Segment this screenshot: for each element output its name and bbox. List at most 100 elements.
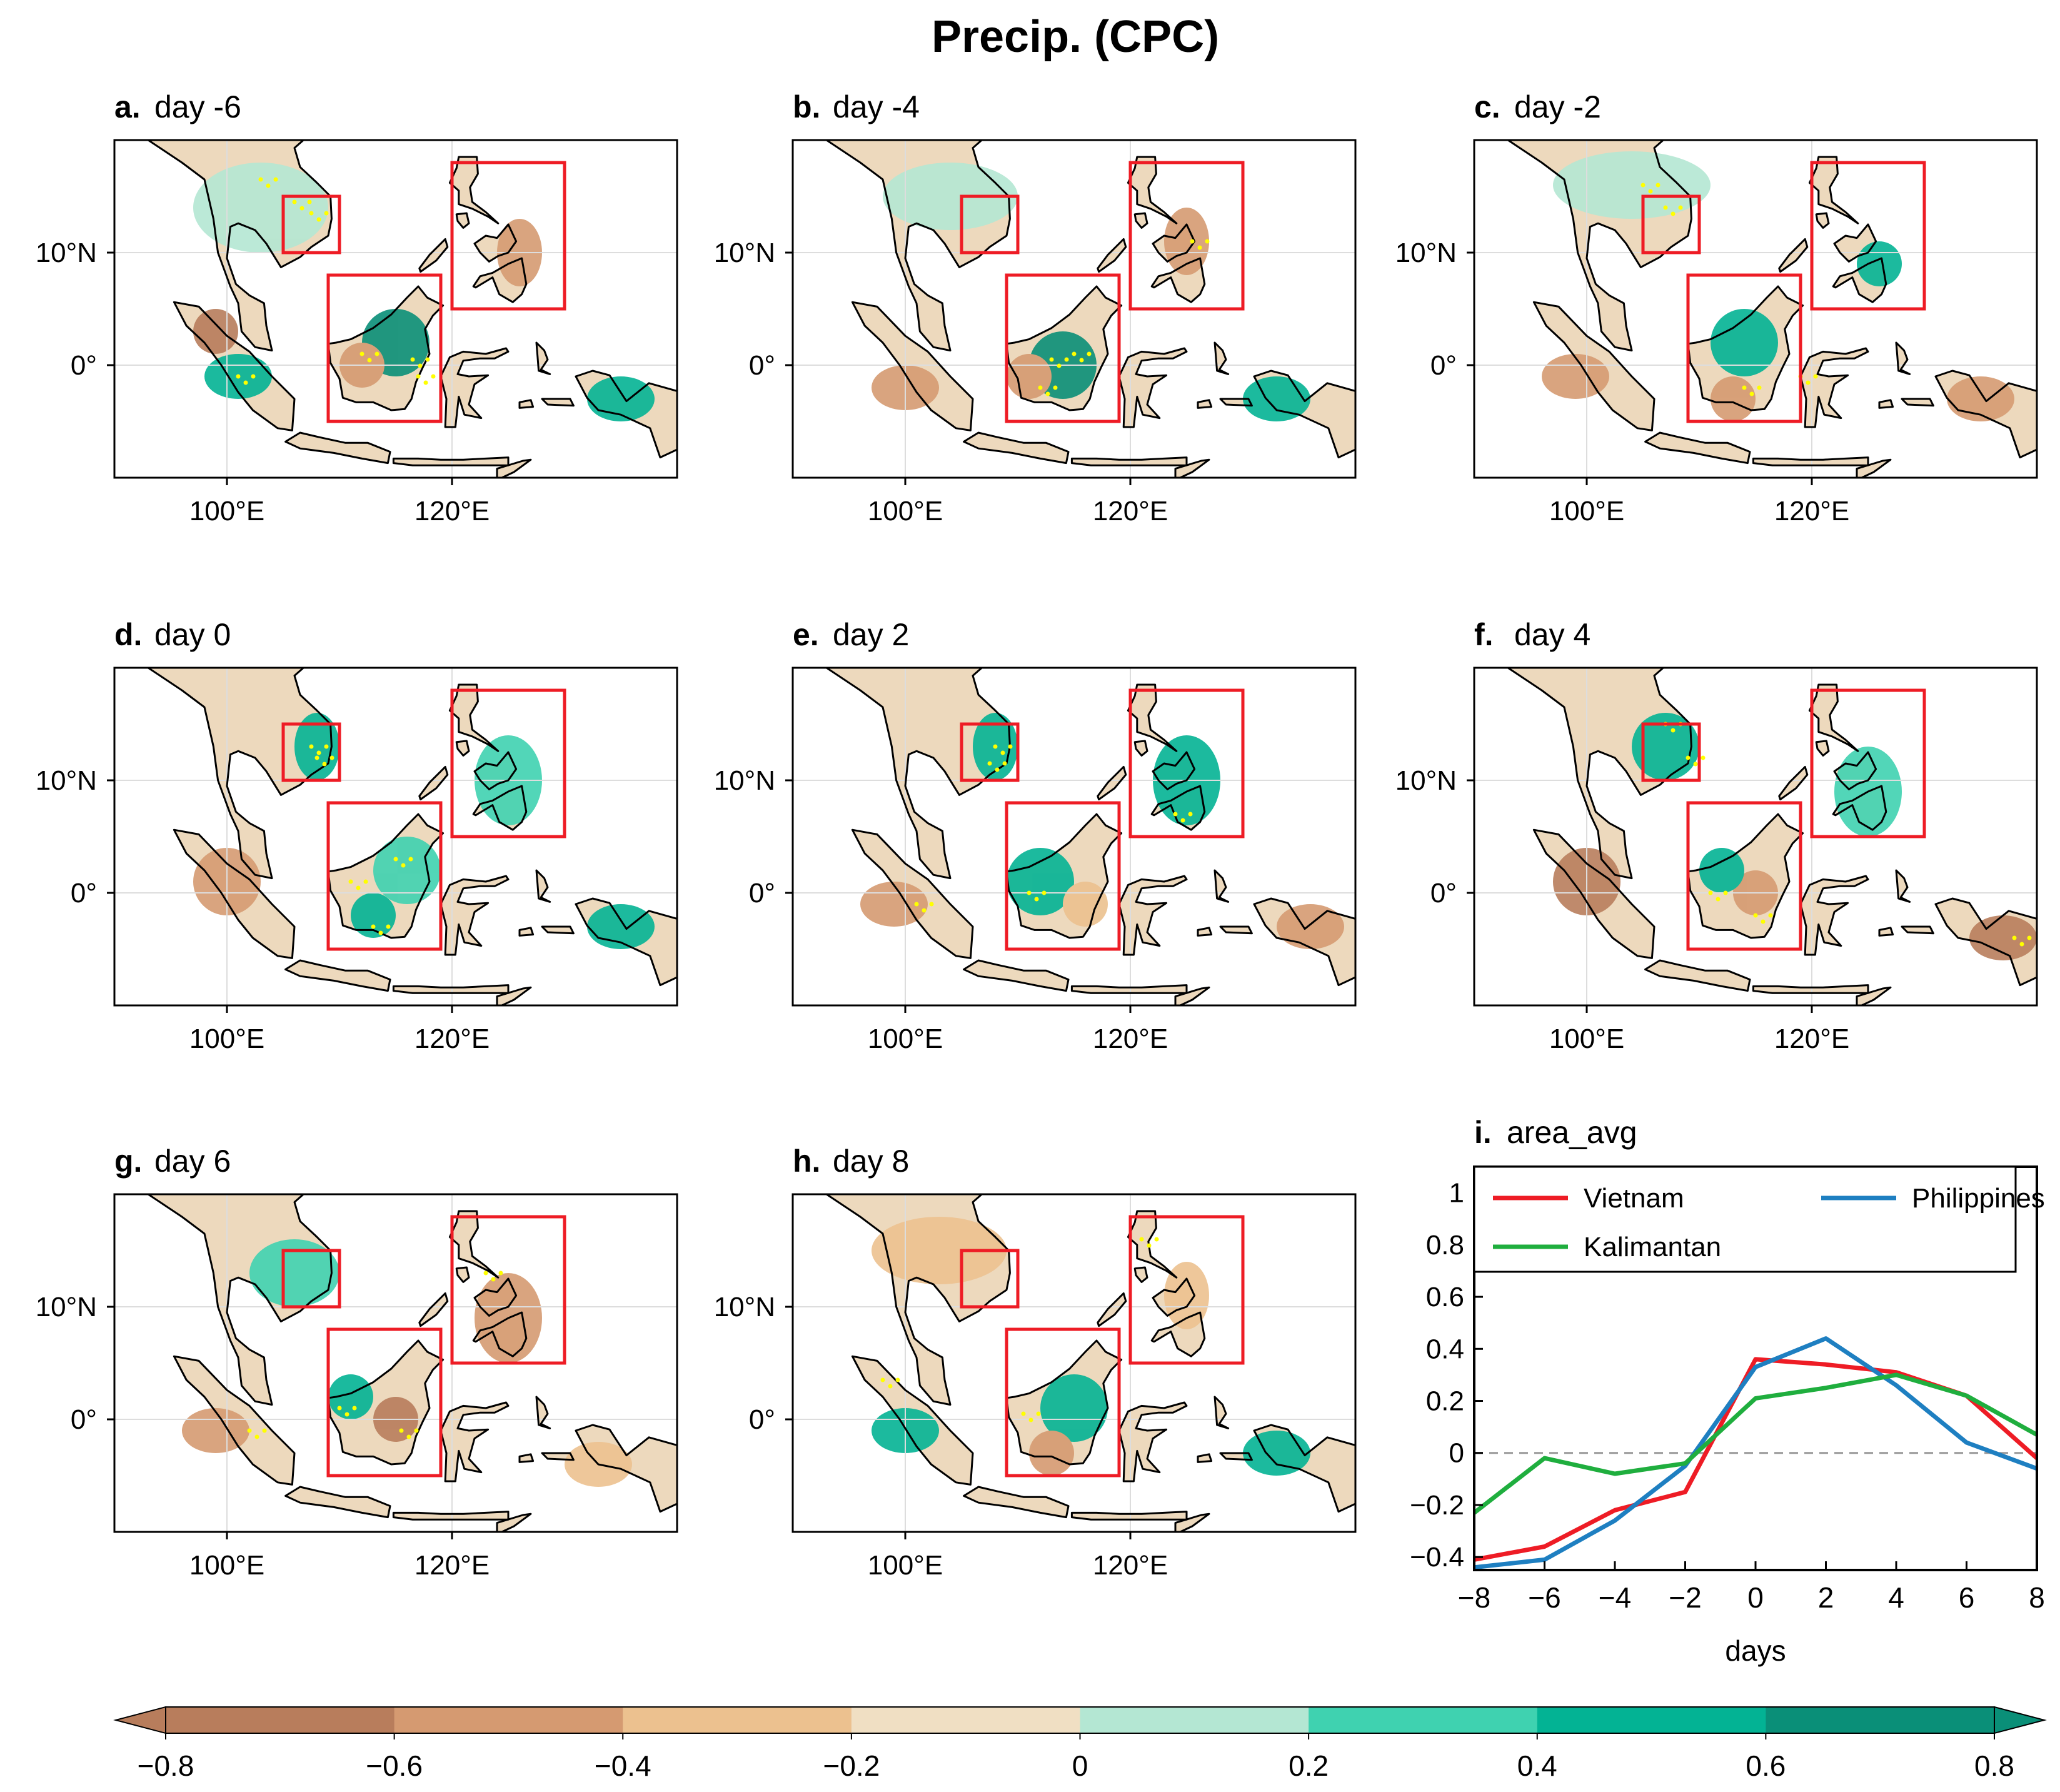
coastline-sulawesi (440, 347, 510, 428)
coastline-visayas (1833, 223, 1877, 263)
anomaly-blob (1947, 376, 2014, 421)
coastline-seram (1219, 1452, 1253, 1461)
land-palawan (1097, 767, 1126, 800)
significance-dot (993, 744, 998, 749)
significance-dot (363, 879, 368, 884)
y-tick-label: 0.2 (1426, 1386, 1464, 1417)
anomaly-blob (587, 376, 655, 421)
land-sulawesi (441, 348, 508, 427)
land-timor (497, 460, 531, 478)
anomaly-blob (587, 904, 655, 949)
panel-label: day 6 (154, 1144, 231, 1179)
coastline-visayas (1152, 1277, 1196, 1317)
figure-title: Precip. (CPC) (932, 12, 1219, 62)
significance-dot (1049, 357, 1054, 362)
y-tick-label: 0° (71, 1404, 97, 1435)
significance-dot (1008, 744, 1013, 749)
land-timor (497, 987, 531, 1005)
x-tick-label: 100°E (1549, 496, 1624, 526)
coastline-visayas (473, 751, 518, 790)
coastline-halmahera (1213, 341, 1230, 375)
anomaly-blob (883, 163, 1018, 230)
significance-dots (309, 744, 413, 935)
coastline-halmahera (1895, 341, 1911, 375)
coastline-sulawesi (1118, 347, 1188, 428)
colorbar-segment (166, 1707, 395, 1733)
map-panel-8: h. day 8 100°E 120°E 10°N 0° (714, 1144, 1357, 1581)
x-tick-label: 120°E (1774, 496, 1849, 526)
significance-dot (1742, 385, 1747, 390)
coastline-new_guinea (1934, 370, 2037, 459)
anomaly-blob (1040, 1374, 1108, 1442)
significance-dot (299, 206, 304, 211)
significance-dot (425, 357, 430, 362)
land-luzon (450, 685, 498, 752)
land-timor (497, 1514, 531, 1532)
significance-dot (1021, 1411, 1026, 1416)
significance-dot (374, 351, 379, 356)
map-area (114, 1194, 677, 1532)
y-tick-label: 0° (749, 878, 775, 909)
significance-dot (498, 1271, 503, 1276)
colorbar-extend-low (113, 1706, 166, 1734)
significance-dot (995, 767, 1000, 772)
coastline-new_guinea (1253, 897, 1355, 987)
y-tick-label: −0.4 (1410, 1542, 1464, 1573)
x-axis-label: days (1725, 1634, 1786, 1667)
land-java (963, 960, 1068, 991)
significance-dot (1042, 890, 1047, 895)
land-mindoro (1135, 741, 1147, 756)
land-java (963, 1487, 1068, 1518)
coastline-seram (541, 1452, 575, 1461)
map-panel-3: c. day -2 100°E 120°E 10°N 0° (1395, 89, 2038, 526)
coastline-indochina (147, 668, 333, 880)
x-tick-label: −4 (1599, 1581, 1631, 1614)
x-tick-label: 100°E (189, 496, 264, 526)
coastline-seram (541, 398, 575, 407)
significance-dot (1173, 812, 1178, 817)
coastline-buru (1878, 927, 1894, 937)
significance-dots (880, 1237, 1159, 1422)
coastline-visayas (1833, 751, 1877, 790)
coastline-mindoro (1133, 740, 1148, 757)
coastline-timor (1856, 986, 1892, 1005)
region-box-kalimantan (1005, 801, 1121, 951)
map-area (793, 668, 1355, 1005)
significance-dot (1686, 755, 1691, 760)
coastline-new_guinea (575, 897, 677, 987)
significance-dot (243, 380, 248, 385)
colorbar: −0.8 −0.6 −0.4 −0.2 0 0.2 0.4 0.6 0.8 (113, 1706, 2047, 1782)
colorbar-segment (1080, 1707, 1310, 1733)
region-box-vietnam (281, 722, 341, 782)
land-palawan (1097, 239, 1126, 272)
coastline-borneo (1687, 813, 1804, 939)
land-halmahera (536, 343, 550, 375)
map-area (793, 1194, 1355, 1532)
coastline-new_guinea (575, 1424, 677, 1513)
x-tick-label: 6 (1959, 1581, 1975, 1614)
anomaly-blob (1277, 904, 1344, 949)
anomaly-blob (373, 837, 441, 904)
land-timor (1175, 1514, 1209, 1532)
significance-dot (337, 1406, 342, 1411)
y-tick-label: 0° (71, 350, 97, 381)
data-point-kalimantan (1544, 1457, 1545, 1459)
significance-dot (359, 351, 364, 356)
y-tick-label: 0° (1430, 350, 1457, 381)
x-tick-label: −2 (1669, 1581, 1701, 1614)
significance-dot (1072, 351, 1077, 356)
significance-dot (1053, 385, 1058, 390)
land-java (285, 1487, 390, 1518)
panel-letter: c. (1474, 89, 1500, 124)
coastline-mindanao (1150, 1311, 1206, 1357)
region-box-vietnam (960, 194, 1020, 254)
coastline-halmahera (535, 1396, 551, 1429)
region-box-vietnam (1641, 722, 1701, 782)
significance-dot (316, 217, 321, 222)
significance-dot (1806, 380, 1811, 385)
coastline-indochina (825, 1194, 1011, 1406)
x-tick-label: 120°E (415, 496, 490, 526)
y-tick-label: 10°N (714, 238, 775, 268)
significance-dot (416, 374, 421, 379)
coastline-borneo (1687, 285, 1804, 411)
